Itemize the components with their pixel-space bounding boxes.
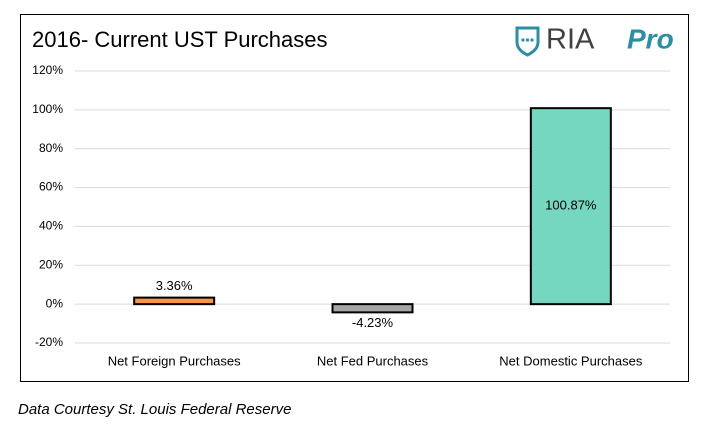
- y-tick-label: 80%: [39, 141, 63, 155]
- logo-dot: [521, 38, 525, 42]
- logo-icon: [515, 26, 540, 57]
- source-note: Data Courtesy St. Louis Federal Reserve: [18, 401, 291, 418]
- logo-dot: [530, 38, 534, 42]
- chart-title: 2016- Current UST Purchases: [32, 27, 328, 52]
- x-tick-label: Net Domestic Purchases: [499, 353, 643, 368]
- bar: [529, 107, 612, 306]
- data-label: 3.36%: [156, 278, 193, 293]
- y-tick-label: 100%: [32, 102, 63, 116]
- y-tick-label: 0%: [46, 296, 64, 310]
- y-tick-label: 60%: [39, 180, 63, 194]
- logo-text: RIA: [546, 24, 595, 56]
- bar: [133, 296, 216, 306]
- data-label: 100.87%: [545, 198, 597, 213]
- x-tick-label: Net Foreign Purchases: [108, 353, 241, 368]
- logo-dot: [525, 38, 530, 42]
- y-tick-label: -20%: [35, 335, 63, 349]
- x-tick-label: Net Fed Purchases: [317, 353, 429, 368]
- logo-accent: Pro: [627, 23, 674, 54]
- bar: [331, 303, 414, 314]
- y-tick-label: 40%: [39, 219, 63, 233]
- logo: RIA Pro: [515, 23, 674, 57]
- data-label: -4.23%: [352, 315, 394, 330]
- y-tick-label: 120%: [32, 63, 63, 77]
- y-tick-label: 20%: [39, 257, 63, 271]
